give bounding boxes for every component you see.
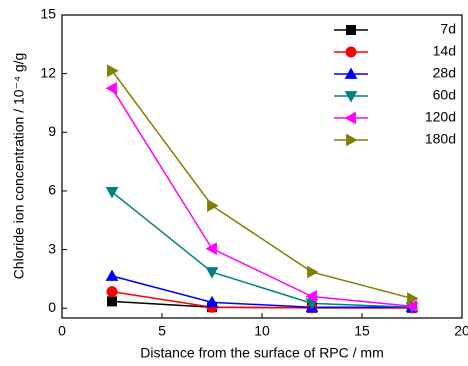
marker	[107, 296, 117, 307]
marker	[105, 187, 119, 199]
marker	[346, 133, 358, 147]
series-line	[111, 275, 412, 308]
y-axis-label: Chloride ion concentration / 10⁻⁴ g/g	[11, 53, 27, 280]
y-tick-label: 9	[48, 123, 56, 139]
legend-label: 120d	[425, 109, 456, 125]
y-tick-label: 6	[48, 182, 56, 198]
x-tick-label: 20	[454, 323, 468, 339]
legend-label: 14d	[433, 43, 456, 59]
x-tick-label: 0	[58, 323, 66, 339]
marker	[205, 295, 219, 308]
y-tick-label: 12	[40, 64, 56, 80]
marker	[207, 199, 219, 212]
marker	[106, 286, 118, 298]
marker	[105, 81, 117, 95]
marker	[205, 242, 217, 255]
marker	[307, 265, 319, 279]
legend-box	[332, 16, 460, 156]
marker	[407, 292, 419, 305]
marker	[107, 64, 119, 78]
marker	[405, 299, 417, 313]
marker	[305, 290, 317, 303]
y-tick-label: 15	[40, 6, 56, 22]
series-line	[111, 70, 413, 300]
legend-label: 180d	[425, 131, 456, 147]
marker	[344, 67, 358, 79]
marker	[346, 25, 356, 35]
legend-label: 28d	[433, 65, 456, 81]
y-tick-label: 3	[48, 240, 56, 256]
series-line	[111, 191, 413, 308]
legend-label: 60d	[433, 87, 456, 103]
x-tick-label: 5	[158, 323, 166, 339]
legend-label: 7d	[440, 21, 456, 37]
series-line	[111, 87, 413, 308]
x-tick-label: 10	[254, 323, 270, 339]
marker	[205, 267, 219, 279]
marker	[344, 111, 356, 125]
y-tick-label: 0	[48, 299, 56, 315]
marker	[344, 91, 358, 103]
x-tick-label: 15	[354, 323, 370, 339]
marker	[105, 269, 119, 281]
x-axis-label: Distance from the surface of RPC / mm	[140, 345, 384, 361]
marker	[345, 46, 357, 58]
